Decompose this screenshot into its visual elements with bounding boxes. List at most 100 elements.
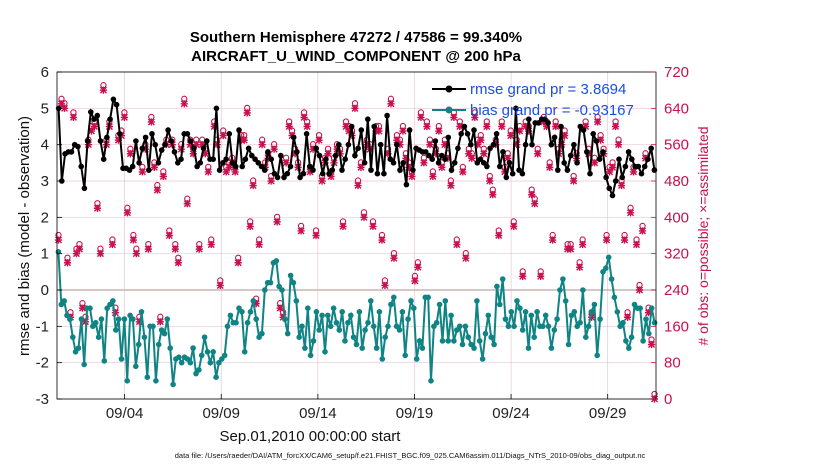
- bias-point: [155, 341, 162, 348]
- bias-point: [284, 330, 291, 337]
- rmse-point: [500, 149, 506, 155]
- rmse-point: [542, 116, 548, 122]
- bias-point: [247, 309, 254, 315]
- rmse-point: [522, 141, 529, 148]
- y-tick-label: 4: [41, 137, 49, 154]
- obs-assimilated-marker: [267, 177, 275, 185]
- rmse-point: [606, 185, 613, 192]
- rmse-point: [355, 145, 361, 152]
- obs-assimilated-marker: [647, 340, 656, 349]
- rmse-point: [342, 156, 349, 162]
- rmse-point: [516, 167, 522, 173]
- obs-assimilated-marker: [453, 240, 461, 249]
- obs-assimilated-marker: [378, 236, 386, 244]
- obs-assimilated-marker: [339, 222, 347, 231]
- bias-point: [81, 361, 87, 368]
- obs-assimilated-marker: [417, 113, 425, 122]
- bias-point: [511, 323, 517, 330]
- obs-assimilated-marker: [63, 259, 72, 267]
- bias-point: [583, 334, 589, 341]
- x-tick-label: 09/29: [589, 405, 627, 422]
- obs-assimilated-marker: [620, 236, 629, 244]
- obs-assimilated-marker: [468, 154, 476, 162]
- obs-assimilated-marker: [635, 286, 644, 294]
- rmse-point: [580, 127, 587, 133]
- obs-assimilated-marker: [450, 113, 458, 122]
- bias-point: [164, 316, 171, 322]
- rmse-point: [439, 152, 445, 159]
- obs-assimilated-marker: [588, 313, 596, 321]
- bias-point: [640, 338, 646, 344]
- obs-assimilated-marker: [138, 168, 146, 176]
- rmse-point: [551, 134, 558, 141]
- bias-point: [70, 334, 76, 341]
- rmse-point: [197, 160, 204, 166]
- bias-point: [67, 316, 73, 322]
- bias-point: [348, 312, 354, 319]
- obs-assimilated-marker: [75, 245, 84, 253]
- rmse-point: [78, 163, 84, 170]
- rmse-point: [294, 149, 300, 155]
- bias-point: [540, 323, 546, 330]
- bias-point: [333, 319, 340, 326]
- rmse-point: [171, 149, 178, 155]
- axis-ticks: 09/04 09/09 09/14 09/19 09/24 09/29 -3 -2 -1 0 1 2 3…: [36, 64, 689, 422]
- bias-point: [433, 319, 440, 326]
- bias-point: [628, 334, 635, 341]
- rmse-point: [410, 167, 416, 173]
- bias-point: [603, 265, 609, 272]
- rmse-point: [390, 160, 397, 166]
- bias-point: [626, 345, 632, 351]
- obs-assimilated-marker: [270, 145, 278, 153]
- rmse-point: [593, 138, 600, 144]
- obs-assimilated-marker: [111, 309, 120, 317]
- rmse-point: [487, 145, 493, 152]
- bias-point: [479, 356, 486, 362]
- rmse-point: [290, 134, 297, 141]
- rmse-point: [126, 167, 133, 173]
- obs-assimilated-marker: [114, 136, 122, 144]
- obs-assimilated-marker: [255, 240, 263, 249]
- obs-assimilated-marker: [108, 240, 117, 249]
- bias-point: [196, 367, 202, 373]
- bias-point: [75, 345, 82, 351]
- bias-point: [259, 330, 265, 337]
- bias-point: [161, 330, 168, 337]
- obs-assimilated-marker: [429, 172, 437, 181]
- obs-assimilated-marker: [582, 122, 590, 131]
- rmse-point: [339, 167, 345, 173]
- obs-assimilated-marker: [147, 118, 155, 126]
- bias-point: [273, 258, 280, 264]
- obs-assimilated-marker: [561, 131, 569, 140]
- bias-point: [482, 330, 489, 337]
- obs-assimilated-marker: [132, 250, 140, 258]
- rmse-point: [635, 163, 642, 170]
- bias-point: [221, 352, 228, 359]
- obs-assimilated-marker: [477, 136, 485, 144]
- obs-assimilated-marker: [87, 127, 96, 135]
- obs-assimilated-marker: [576, 263, 584, 271]
- obs-assimilated-marker: [210, 122, 218, 131]
- bias-point: [376, 309, 383, 315]
- bias-point: [580, 287, 586, 293]
- rmse-point: [165, 127, 171, 133]
- bias-point: [474, 298, 480, 304]
- rmse-point: [455, 145, 461, 152]
- bias-point: [560, 276, 566, 282]
- bias-point: [605, 254, 612, 261]
- rmse-point: [558, 123, 564, 130]
- bias-point: [614, 309, 621, 315]
- obs-assimilated-marker: [246, 222, 254, 231]
- y-right-tick-label: 80: [664, 355, 681, 372]
- obs-assimilated-marker: [426, 141, 434, 149]
- bias-point: [310, 338, 317, 344]
- bias-point: [531, 334, 537, 341]
- rmse-point: [332, 152, 339, 159]
- rmse-point: [200, 145, 207, 152]
- bias-point: [370, 323, 377, 330]
- rmse-point: [587, 170, 593, 177]
- bias-point: [305, 305, 311, 312]
- bias-point: [61, 298, 67, 304]
- rmse-point: [348, 123, 355, 130]
- rmse-point: [158, 147, 165, 153]
